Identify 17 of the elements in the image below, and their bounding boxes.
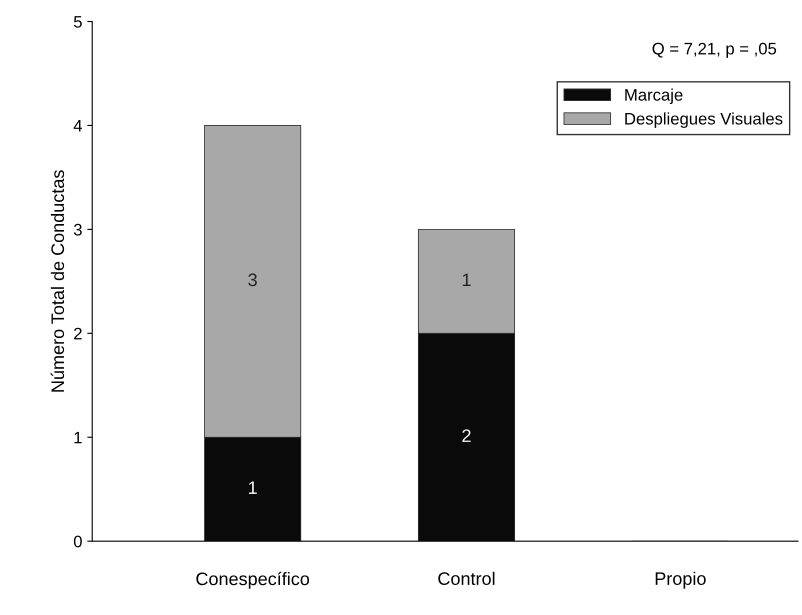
y-tick-label: 1: [74, 432, 82, 444]
data-label: 2: [462, 429, 471, 442]
data-label: 1: [248, 481, 257, 494]
y-tick-label: 4: [74, 120, 82, 132]
annotation: Q = 7,21, p = ,05: [652, 42, 776, 58]
y-tick-label: 0: [74, 536, 82, 548]
y-tick-label: 3: [74, 224, 82, 236]
x-tick-label: Conespecífico: [196, 572, 310, 589]
y-tick-label: 2: [74, 328, 82, 340]
legend-label: Despliegues Visuales: [625, 112, 782, 128]
legend-label: Marcaje: [625, 88, 682, 104]
data-label: 3: [248, 273, 257, 286]
y-axis-title: Número Total de Conductas: [50, 170, 64, 392]
x-tick-label: Control: [438, 572, 494, 586]
data-label: 1: [462, 274, 471, 286]
y-tick-label: 5: [74, 16, 82, 28]
x-tick-label: Propio: [656, 572, 706, 589]
